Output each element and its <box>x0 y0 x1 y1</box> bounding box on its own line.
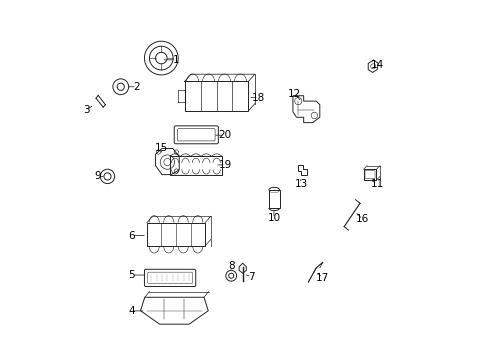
Text: 2: 2 <box>133 82 140 92</box>
Bar <box>268 190 279 208</box>
Text: 8: 8 <box>227 261 234 271</box>
Bar <box>184 81 248 111</box>
Bar <box>169 156 222 175</box>
Text: 3: 3 <box>83 105 90 115</box>
Text: 11: 11 <box>370 179 383 189</box>
Text: 16: 16 <box>355 215 369 224</box>
Text: 6: 6 <box>128 231 135 240</box>
Text: 20: 20 <box>218 130 231 140</box>
Text: 19: 19 <box>219 160 232 170</box>
Text: 15: 15 <box>154 143 167 153</box>
Bar <box>363 169 376 180</box>
Text: 13: 13 <box>295 179 308 189</box>
Text: 7: 7 <box>248 272 254 282</box>
Text: 18: 18 <box>252 93 265 103</box>
Text: 12: 12 <box>287 89 301 99</box>
Text: 4: 4 <box>128 306 135 316</box>
Text: 17: 17 <box>315 273 328 283</box>
Text: 10: 10 <box>267 213 280 223</box>
Text: 1: 1 <box>173 55 179 65</box>
Text: 9: 9 <box>94 171 101 181</box>
Bar <box>147 223 204 246</box>
Text: 14: 14 <box>370 60 383 70</box>
Text: 5: 5 <box>128 270 135 280</box>
